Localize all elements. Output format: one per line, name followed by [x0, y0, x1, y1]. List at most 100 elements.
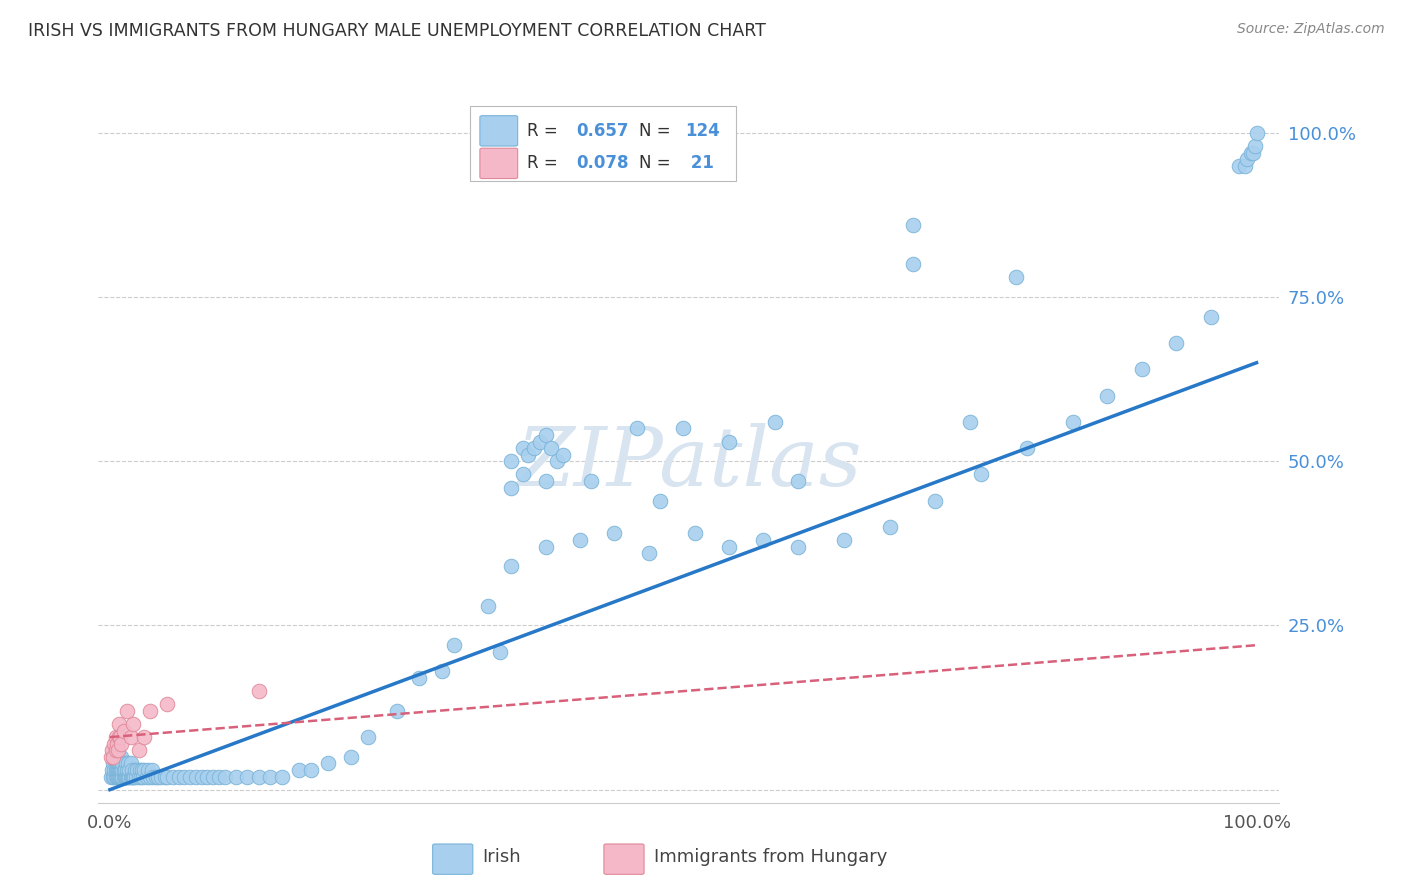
Point: [114, 763, 136, 777]
Point: [512, 467, 534, 482]
Point: [118, 763, 141, 777]
Point: [569, 533, 592, 547]
Point: [120, 770, 142, 784]
Point: [1241, 145, 1264, 160]
Point: [112, 763, 135, 777]
Point: [1234, 159, 1257, 173]
Point: [142, 770, 165, 784]
Point: [121, 717, 143, 731]
Point: [107, 749, 129, 764]
Point: [357, 730, 380, 744]
Point: [127, 763, 149, 777]
Point: [501, 559, 523, 574]
Point: [156, 698, 179, 712]
Point: [512, 441, 534, 455]
Point: [115, 763, 138, 777]
Point: [132, 770, 155, 784]
Point: [136, 763, 159, 777]
Point: [115, 770, 138, 784]
Point: [214, 770, 236, 784]
Text: 124: 124: [685, 122, 720, 140]
Point: [115, 704, 138, 718]
Point: [195, 770, 218, 784]
Point: [121, 770, 143, 784]
Text: 0.657: 0.657: [576, 122, 630, 140]
Point: [115, 770, 138, 784]
Point: [443, 638, 465, 652]
Text: R =: R =: [527, 154, 564, 172]
Point: [501, 454, 523, 468]
Point: [517, 448, 540, 462]
Point: [763, 415, 786, 429]
Point: [162, 770, 184, 784]
Point: [121, 763, 143, 777]
Point: [139, 704, 162, 718]
Text: Immigrants from Hungary: Immigrants from Hungary: [654, 848, 887, 866]
Point: [316, 756, 339, 771]
Point: [270, 770, 292, 784]
Point: [141, 763, 163, 777]
Point: [108, 756, 131, 771]
Point: [110, 737, 132, 751]
Point: [125, 770, 148, 784]
Point: [1062, 415, 1084, 429]
Point: [603, 526, 626, 541]
Point: [128, 770, 150, 784]
Point: [108, 770, 131, 784]
Point: [120, 730, 142, 744]
Point: [105, 770, 128, 784]
Point: [179, 770, 201, 784]
Text: N =: N =: [640, 122, 676, 140]
Point: [672, 421, 695, 435]
Point: [100, 749, 122, 764]
Point: [104, 770, 127, 784]
Point: [299, 763, 322, 777]
Point: [581, 474, 603, 488]
Point: [432, 665, 454, 679]
Point: [110, 763, 132, 777]
Point: [146, 770, 169, 784]
Point: [786, 540, 808, 554]
Point: [101, 743, 124, 757]
Point: [208, 770, 231, 784]
Point: [718, 434, 741, 449]
Point: [110, 770, 132, 784]
Text: R =: R =: [527, 122, 564, 140]
Point: [551, 448, 574, 462]
Point: [100, 770, 122, 784]
Point: [288, 763, 311, 777]
Point: [1236, 152, 1258, 166]
Point: [112, 770, 135, 784]
Text: Source: ZipAtlas.com: Source: ZipAtlas.com: [1237, 22, 1385, 37]
FancyBboxPatch shape: [479, 148, 517, 178]
Point: [1244, 139, 1267, 153]
Point: [104, 743, 127, 757]
Point: [104, 756, 127, 771]
Point: [1199, 310, 1222, 324]
Point: [118, 770, 141, 784]
Point: [103, 749, 125, 764]
Point: [153, 770, 176, 784]
Text: ZIPatlas: ZIPatlas: [516, 423, 862, 503]
Point: [134, 763, 156, 777]
Point: [385, 704, 408, 718]
Point: [128, 763, 150, 777]
Point: [117, 770, 139, 784]
Point: [236, 770, 259, 784]
Point: [1166, 336, 1188, 351]
Point: [339, 749, 361, 764]
Point: [1227, 159, 1250, 173]
FancyBboxPatch shape: [433, 844, 472, 874]
Point: [107, 763, 129, 777]
Point: [101, 763, 124, 777]
Point: [879, 520, 901, 534]
Point: [108, 730, 131, 744]
Point: [1017, 441, 1039, 455]
Point: [970, 467, 993, 482]
Point: [108, 763, 131, 777]
Point: [128, 743, 150, 757]
Point: [259, 770, 281, 784]
Point: [150, 770, 173, 784]
Text: N =: N =: [640, 154, 676, 172]
Point: [534, 474, 557, 488]
